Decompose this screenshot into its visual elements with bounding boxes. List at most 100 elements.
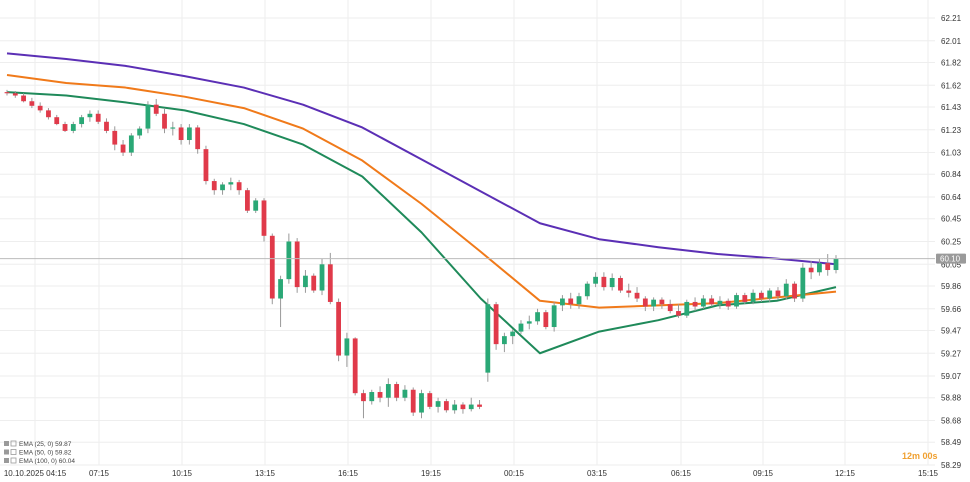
candle	[817, 258, 822, 276]
legend-label: EMA (100, 0) 60.04	[19, 458, 75, 465]
candle-body-down	[443, 401, 449, 411]
candle	[510, 329, 516, 345]
y-tick-label: 59.47	[941, 326, 962, 335]
candle-body-down	[104, 121, 109, 131]
legend-indicator-icon	[4, 449, 9, 455]
x-tick-label: 13:15	[255, 469, 276, 478]
candle-body-down	[626, 290, 632, 293]
legend-entry: EMA (50, 0) 59.82	[4, 449, 72, 457]
candle	[319, 258, 325, 296]
candle-body-up	[750, 292, 756, 302]
candle	[21, 93, 26, 103]
y-tick-label: 60.25	[941, 238, 962, 247]
candle-body-down	[153, 104, 159, 114]
candle	[618, 275, 623, 293]
candle	[659, 297, 665, 309]
candle	[336, 298, 341, 362]
candle	[137, 126, 143, 139]
y-tick-label: 61.03	[941, 149, 962, 158]
candle-body-up	[170, 127, 176, 129]
candle	[303, 270, 308, 293]
candle-body-up	[717, 300, 723, 305]
candle	[452, 400, 458, 414]
candle	[551, 301, 557, 332]
candle	[402, 385, 408, 402]
candle	[684, 299, 690, 318]
candle	[361, 389, 366, 419]
legend-settings-icon	[10, 449, 17, 455]
candle-body-up	[228, 182, 234, 185]
candle	[601, 272, 607, 291]
x-tick-label: 19:15	[421, 469, 442, 478]
candle-body-down	[195, 127, 201, 150]
candle-body-down	[758, 292, 764, 299]
y-tick-label: 61.23	[941, 126, 962, 135]
candle	[344, 332, 350, 367]
candle-body-down	[261, 200, 267, 236]
candle-body-up	[435, 401, 441, 407]
candle-body-up	[767, 290, 773, 299]
y-axis-ticks: 62.21 62.01 61.82 61.62 61.43 61.23 61.03 60.84…	[941, 14, 962, 470]
candle	[800, 263, 806, 302]
y-tick-label: 60.05	[941, 260, 962, 269]
candle-body-down	[460, 404, 466, 410]
candle	[460, 402, 466, 414]
candle-body-down	[4, 92, 10, 94]
current-price-background	[936, 253, 966, 264]
candle	[792, 281, 797, 302]
x-tick-label: 06:15	[671, 469, 692, 478]
candle	[245, 187, 250, 213]
candle-body-down	[21, 95, 26, 102]
legend-label: EMA (50, 0) 59.82	[19, 450, 72, 457]
candle	[228, 177, 234, 191]
candle-body-up	[137, 128, 143, 136]
candle	[46, 108, 51, 120]
x-tick-label: 16:15	[338, 469, 359, 478]
candle-body-down	[410, 389, 416, 413]
candle-body-up	[319, 264, 325, 291]
candle-body-down	[667, 304, 673, 312]
candle-body-down	[477, 404, 482, 407]
candle	[145, 101, 151, 134]
candle-body-down	[361, 393, 366, 402]
candle	[493, 301, 499, 350]
candle-body-down	[294, 241, 300, 288]
candle-body-up	[833, 258, 839, 271]
candle	[502, 332, 507, 353]
candle	[269, 233, 275, 305]
candle	[642, 296, 648, 312]
candle	[667, 299, 673, 314]
candle	[485, 298, 491, 382]
candle-body-up	[419, 393, 424, 413]
candle	[104, 118, 109, 134]
candle-body-up	[560, 298, 565, 306]
candle-body-down	[352, 338, 358, 394]
candle-body-down	[37, 105, 43, 111]
ema-line	[6, 91, 837, 355]
candle-body-up	[70, 124, 76, 131]
candle	[626, 283, 632, 298]
candle	[742, 292, 748, 305]
candle-body-down	[377, 392, 383, 398]
candle-body-up	[79, 117, 85, 125]
candle	[568, 292, 574, 309]
candle-body-up	[800, 267, 806, 299]
y-tick-label: 61.62	[941, 81, 962, 90]
y-tick-label: 62.21	[941, 14, 962, 23]
candle-body-down	[394, 384, 400, 398]
candle	[203, 145, 209, 185]
candle	[162, 108, 167, 134]
candle	[717, 296, 723, 309]
candle	[767, 288, 773, 302]
candle	[4, 89, 10, 96]
candle-body-down	[245, 190, 250, 211]
y-tick-label: 60.64	[941, 193, 962, 202]
candle	[560, 295, 565, 312]
candle	[435, 397, 441, 413]
candle-body-down	[203, 149, 209, 182]
candle	[79, 114, 85, 128]
candle-body-up	[593, 276, 598, 284]
candle-body-down	[46, 110, 51, 118]
legend-settings-icon	[10, 440, 17, 447]
